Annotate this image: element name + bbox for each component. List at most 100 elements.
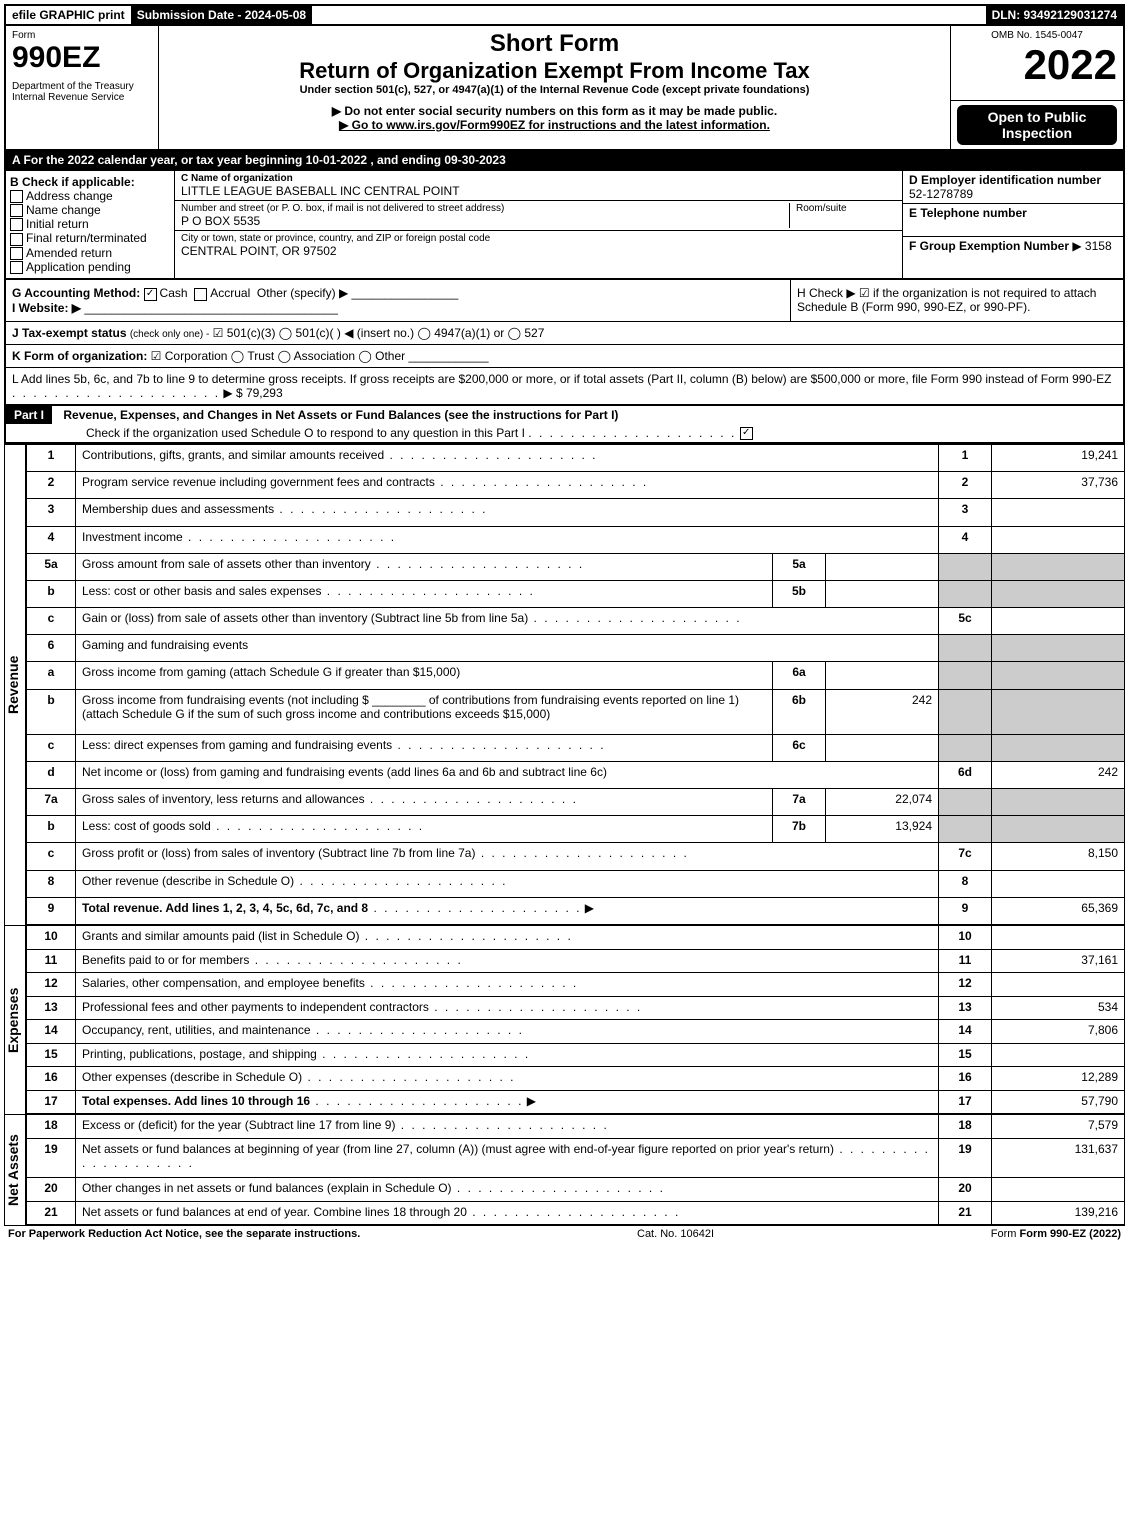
checkbox-final-return[interactable]: Final return/terminated xyxy=(10,231,170,245)
line-1-val: 19,241 xyxy=(992,445,1125,472)
city-label: City or town, state or province, country… xyxy=(181,233,896,244)
line-21-text: Net assets or fund balances at end of ye… xyxy=(82,1205,467,1219)
line-6d-val: 242 xyxy=(992,761,1125,788)
line-2-text: Program service revenue including govern… xyxy=(82,475,435,489)
line-14-text: Occupancy, rent, utilities, and maintena… xyxy=(82,1023,311,1037)
part1-label: Part I xyxy=(6,406,52,424)
expenses-vlabel: Expenses xyxy=(4,925,26,1114)
page-footer: For Paperwork Reduction Act Notice, see … xyxy=(4,1225,1125,1242)
revenue-vlabel: Revenue xyxy=(4,444,26,925)
form-header: Form 990EZ Department of the Treasury In… xyxy=(4,24,1125,151)
line-10-text: Grants and similar amounts paid (list in… xyxy=(82,929,359,943)
line-19-val: 131,637 xyxy=(992,1138,1125,1177)
line-9-val: 65,369 xyxy=(992,897,1125,924)
section-h: H Check ▶ ☑ if the organization is not r… xyxy=(790,280,1123,320)
line-12-text: Salaries, other compensation, and employ… xyxy=(82,976,365,990)
line-6b-val: 242 xyxy=(826,689,939,734)
org-info-block: B Check if applicable: Address change Na… xyxy=(4,171,1125,281)
line-13-text: Professional fees and other payments to … xyxy=(82,1000,429,1014)
part1-header: Part I Revenue, Expenses, and Changes in… xyxy=(4,406,1125,444)
ghijkl-block: G Accounting Method: ✓Cash Accrual Other… xyxy=(4,280,1125,405)
checkbox-initial-return[interactable]: Initial return xyxy=(10,217,170,231)
website-label: I Website: ▶ xyxy=(12,301,81,315)
tax-exempt-label: J Tax-exempt status xyxy=(12,326,127,340)
line-1-text: Contributions, gifts, grants, and simila… xyxy=(82,448,384,462)
line-3-text: Membership dues and assessments xyxy=(82,502,274,516)
short-form-title: Short Form xyxy=(165,30,944,58)
expenses-block: Expenses 10Grants and similar amounts pa… xyxy=(4,925,1125,1114)
part1-body: Revenue 1Contributions, gifts, grants, a… xyxy=(4,444,1125,925)
line-5b-text: Less: cost or other basis and sales expe… xyxy=(82,584,321,598)
cash-checkbox[interactable]: ✓ xyxy=(144,288,157,301)
line-7c-val: 8,150 xyxy=(992,843,1125,870)
line-4-text: Investment income xyxy=(82,530,183,544)
accrual-checkbox[interactable] xyxy=(194,288,207,301)
footer-left: For Paperwork Reduction Act Notice, see … xyxy=(8,1228,360,1240)
line-16-val: 12,289 xyxy=(992,1067,1125,1091)
line-11-val: 37,161 xyxy=(992,949,1125,973)
line-20-text: Other changes in net assets or fund bala… xyxy=(82,1181,452,1195)
line-16-text: Other expenses (describe in Schedule O) xyxy=(82,1070,302,1084)
dept-label: Department of the Treasury xyxy=(12,81,152,92)
line-18-val: 7,579 xyxy=(992,1115,1125,1139)
line-7a-text: Gross sales of inventory, less returns a… xyxy=(82,792,365,806)
checkbox-amended[interactable]: Amended return xyxy=(10,246,170,260)
line-7b-text: Less: cost of goods sold xyxy=(82,819,211,833)
form-word: Form xyxy=(12,30,152,41)
section-l-text: L Add lines 5b, 6c, and 7b to line 9 to … xyxy=(12,372,1111,386)
checkbox-pending[interactable]: Application pending xyxy=(10,260,170,274)
section-b-title: B Check if applicable: xyxy=(10,175,170,189)
accounting-label: G Accounting Method: xyxy=(12,286,140,300)
line-2-val: 37,736 xyxy=(992,472,1125,499)
line-15-text: Printing, publications, postage, and shi… xyxy=(82,1047,317,1061)
subtitle: Under section 501(c), 527, or 4947(a)(1)… xyxy=(165,84,944,96)
room-label: Room/suite xyxy=(796,203,896,214)
line-21-val: 139,216 xyxy=(992,1201,1125,1225)
line-18-text: Excess or (deficit) for the year (Subtra… xyxy=(82,1118,395,1132)
netassets-vlabel: Net Assets xyxy=(4,1114,26,1225)
top-bar: efile GRAPHIC print Submission Date - 20… xyxy=(4,4,1125,26)
street-value: P O BOX 5535 xyxy=(181,214,789,228)
schedule-o-checkbox[interactable]: ✓ xyxy=(740,427,753,440)
line-17-val: 57,790 xyxy=(992,1090,1125,1114)
efile-label: efile GRAPHIC print xyxy=(6,6,131,24)
footer-mid: Cat. No. 10642I xyxy=(637,1228,714,1240)
section-a: A For the 2022 calendar year, or tax yea… xyxy=(4,151,1125,171)
netassets-block: Net Assets 18Excess or (deficit) for the… xyxy=(4,1114,1125,1225)
line-4-val xyxy=(992,526,1125,553)
line-8-text: Other revenue (describe in Schedule O) xyxy=(82,874,294,888)
submission-date: Submission Date - 2024-05-08 xyxy=(131,6,312,24)
tax-year: 2022 xyxy=(957,41,1117,89)
line-3-val xyxy=(992,499,1125,526)
name-label: C Name of organization xyxy=(181,173,896,184)
ssn-note: ▶ Do not enter social security numbers o… xyxy=(165,104,944,118)
omb: OMB No. 1545-0047 xyxy=(957,30,1117,41)
line-7a-val: 22,074 xyxy=(826,789,939,816)
line-19-text: Net assets or fund balances at beginning… xyxy=(82,1142,834,1156)
line-6a-text: Gross income from gaming (attach Schedul… xyxy=(82,665,460,679)
line-17-text: Total expenses. Add lines 10 through 16 xyxy=(82,1094,310,1108)
line-7c-text: Gross profit or (loss) from sales of inv… xyxy=(82,846,475,860)
dln: DLN: 93492129031274 xyxy=(986,6,1123,24)
part1-check-text: Check if the organization used Schedule … xyxy=(86,426,525,440)
ein-label: D Employer identification number xyxy=(909,173,1117,187)
tax-exempt-opts: ☑ 501(c)(3) ◯ 501(c)( ) ◀ (insert no.) ◯… xyxy=(213,326,545,340)
checkbox-name-change[interactable]: Name change xyxy=(10,203,170,217)
line-6b-pre: Gross income from fundraising events (no… xyxy=(82,693,369,707)
part1-title: Revenue, Expenses, and Changes in Net As… xyxy=(55,408,618,422)
line-11-text: Benefits paid to or for members xyxy=(82,953,249,967)
phone-label: E Telephone number xyxy=(909,206,1117,220)
section-a-text: A For the 2022 calendar year, or tax yea… xyxy=(6,151,1123,169)
line-5a-text: Gross amount from sale of assets other t… xyxy=(82,557,371,571)
checkbox-address-change[interactable]: Address change xyxy=(10,189,170,203)
line-6d-text: Net income or (loss) from gaming and fun… xyxy=(82,765,607,779)
form-org-label: K Form of organization: xyxy=(12,349,147,363)
line-7b-val: 13,924 xyxy=(826,816,939,843)
section-l-value: ▶ $ 79,293 xyxy=(223,386,282,400)
form-org-opts: ☑ Corporation ◯ Trust ◯ Association ◯ Ot… xyxy=(151,349,405,363)
goto-link[interactable]: ▶ Go to www.irs.gov/Form990EZ for instru… xyxy=(165,118,944,132)
city-value: CENTRAL POINT, OR 97502 xyxy=(181,244,896,258)
line-6-text: Gaming and fundraising events xyxy=(76,635,939,662)
return-title: Return of Organization Exempt From Incom… xyxy=(165,58,944,84)
ein-value: 52-1278789 xyxy=(909,187,1117,201)
